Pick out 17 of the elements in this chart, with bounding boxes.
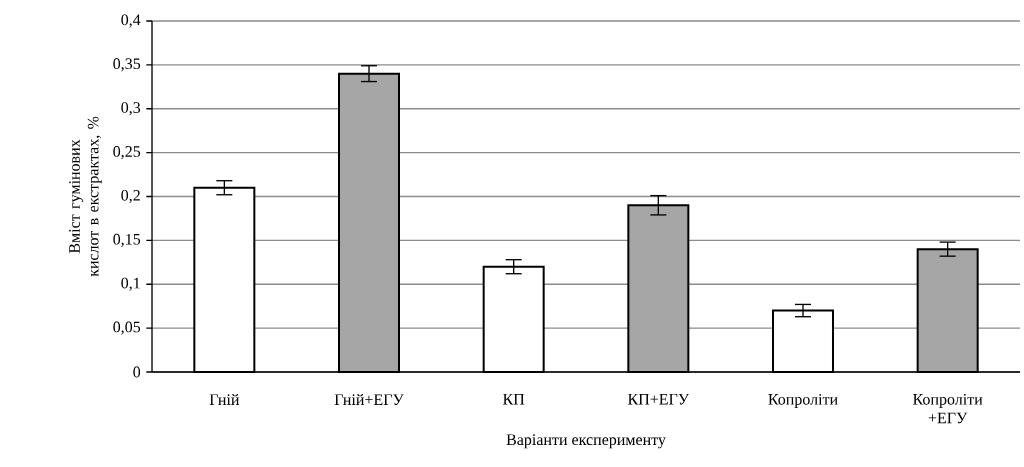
y-tick-label: 0,4 bbox=[121, 14, 141, 28]
y-tick-label: 0,05 bbox=[113, 321, 141, 335]
x-axis-title: Варіанти експерименту bbox=[506, 434, 666, 449]
x-tick-label: Гній+ЕГУ bbox=[334, 393, 404, 406]
x-tick-label: Копроліти +ЕГУ bbox=[913, 393, 983, 424]
y-tick-label: 0 bbox=[133, 366, 141, 378]
y-axis-title: Вміст гумінових кислот в екстрактах, % bbox=[69, 116, 102, 277]
y-tick-label: 0,2 bbox=[121, 189, 140, 204]
x-tick-label: Гній bbox=[209, 393, 240, 405]
y-tick-label: 0,35 bbox=[113, 58, 141, 72]
y-tick-label: 0,25 bbox=[113, 146, 141, 160]
x-tick-label: Копроліти bbox=[768, 393, 838, 408]
x-tick-label: КП bbox=[503, 393, 525, 405]
y-tick-label: 0,1 bbox=[121, 277, 140, 291]
y-tick-label: 0,15 bbox=[113, 233, 141, 247]
y-tick-label: 0,3 bbox=[121, 102, 141, 116]
x-tick-label: КП+ЕГУ bbox=[627, 393, 690, 405]
